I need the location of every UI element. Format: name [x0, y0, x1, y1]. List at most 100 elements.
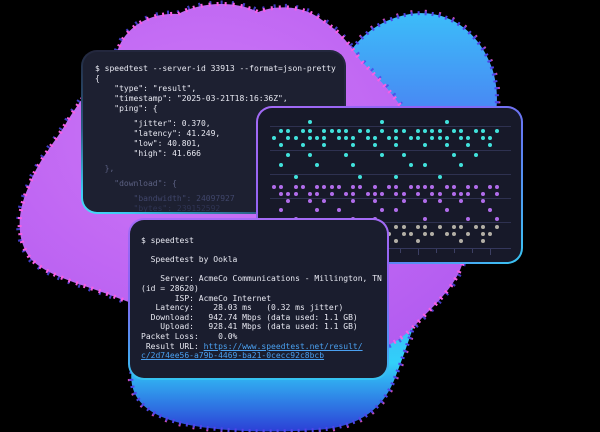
series-cyan-dot: [279, 143, 284, 147]
series-cyan-dot: [408, 136, 413, 140]
terminal-line-text: "ping": {: [95, 104, 158, 113]
series-purple-dot: [358, 185, 363, 189]
chart-gridline: [270, 198, 511, 199]
series-purple-dot: [437, 199, 442, 203]
series-gray-dot: [416, 225, 420, 229]
series-purple-dot: [466, 192, 471, 196]
series-cyan-dot: [394, 175, 399, 179]
series-cyan-dot: [495, 129, 500, 133]
series-cyan-dot: [308, 136, 312, 140]
result-url-link[interactable]: c/2d74ee56-a79b-4469-ba21-0cecc92c8bcb: [141, 351, 325, 361]
series-gray-dot: [423, 232, 428, 236]
series-cyan-dot: [322, 129, 327, 133]
series-gray-dot: [495, 225, 500, 229]
series-gray-dot: [401, 225, 406, 229]
terminal-line: ISP: AcmeCo Internet: [141, 294, 379, 304]
terminal-line-text: "latency": 41.249,: [95, 129, 221, 138]
terminal-line: "timestamp": "2025-03-21T18:16:36Z",: [95, 94, 334, 104]
series-cyan-dot: [416, 129, 420, 133]
series-gray-dot: [430, 232, 435, 236]
series-cyan-dot: [358, 129, 363, 133]
terminal-line: "ping": {: [95, 104, 334, 114]
series-purple-dot: [372, 185, 377, 189]
series-gray-dot: [394, 225, 399, 229]
terminal-line: "bytes": 239152592: [95, 204, 334, 212]
series-purple-dot: [372, 192, 377, 196]
series-cyan-dot: [365, 136, 370, 140]
series-gray-dot: [444, 232, 449, 236]
series-purple-dot: [351, 185, 356, 189]
result-url-link[interactable]: https://www.speedtest.net/result/: [203, 341, 363, 351]
series-purple-dot: [315, 192, 320, 196]
series-purple-dot: [480, 192, 485, 196]
terminal-line-text: ISP: AcmeCo Internet: [141, 293, 272, 303]
series-cyan-dot: [272, 136, 276, 140]
series-gray-dot: [394, 239, 399, 243]
terminal-window-speedtest: $ speedtest Speedtest by Ookla Server: A…: [128, 218, 389, 380]
series-purple-dot: [452, 192, 456, 196]
series-gray-dot: [408, 232, 413, 236]
terminal-line-text: Packet Loss: 0.0%: [141, 331, 238, 341]
series-purple-dot: [423, 185, 428, 189]
series-cyan-dot: [437, 136, 442, 140]
series-purple-dot: [336, 185, 341, 189]
series-purple-dot: [293, 185, 298, 189]
series-purple-dot: [329, 192, 334, 196]
terminal-line: [141, 265, 379, 275]
terminal-line: "download": {: [95, 179, 334, 189]
series-cyan-dot: [459, 136, 464, 140]
terminal-line: Result URL: https://www.speedtest.net/re…: [141, 342, 379, 352]
series-cyan-dot: [380, 120, 384, 124]
series-gray-dot: [480, 225, 485, 229]
chart-gridline: [270, 126, 511, 127]
series-cyan-dot: [279, 163, 284, 167]
series-purple-dot: [387, 185, 392, 189]
series-cyan-dot: [452, 129, 456, 133]
series-cyan-dot: [329, 129, 334, 133]
series-purple-dot: [308, 192, 312, 196]
series-cyan-dot: [300, 143, 305, 147]
series-purple-dot: [466, 217, 471, 221]
terminal-line: {: [95, 74, 334, 84]
series-purple-dot: [444, 208, 449, 212]
series-gray-dot: [473, 225, 478, 229]
terminal-line: "low": 40.801,: [95, 139, 334, 149]
series-cyan-dot: [351, 163, 356, 167]
terminal-line-text: {: [95, 74, 100, 83]
series-purple-dot: [293, 192, 298, 196]
series-purple-dot: [286, 192, 291, 196]
series-cyan-dot: [344, 136, 348, 140]
series-purple-dot: [488, 185, 492, 189]
series-cyan-dot: [423, 129, 428, 133]
series-purple-dot: [473, 185, 478, 189]
series-purple-dot: [430, 192, 435, 196]
series-purple-dot: [444, 185, 449, 189]
series-cyan-dot: [322, 143, 327, 147]
series-purple-dot: [315, 208, 320, 212]
series-cyan-dot: [437, 129, 442, 133]
series-purple-dot: [365, 192, 370, 196]
series-purple-dot: [401, 192, 406, 196]
series-cyan-dot: [372, 143, 377, 147]
terminal-line: "high": 41.666: [95, 149, 334, 159]
series-gray-dot: [387, 232, 392, 236]
series-purple-dot: [286, 199, 291, 203]
series-purple-dot: [279, 185, 284, 189]
terminal-line: $ speedtest: [141, 236, 379, 246]
series-cyan-dot: [437, 175, 442, 179]
terminal-line: "latency": 41.249,: [95, 129, 334, 139]
chart-axis-tick: [418, 249, 419, 255]
terminal-line-text: Result URL:: [141, 341, 204, 351]
series-purple-dot: [308, 199, 312, 203]
series-purple-dot: [423, 199, 428, 203]
terminal-line: Speedtest by Ookla: [141, 255, 379, 265]
series-gray-dot: [459, 225, 464, 229]
chart-gridline: [270, 222, 511, 223]
series-purple-dot: [408, 185, 413, 189]
series-purple-dot: [437, 192, 442, 196]
series-cyan-dot: [416, 136, 420, 140]
terminal-line-text: Speedtest by Ookla: [141, 255, 238, 265]
series-cyan-dot: [401, 129, 406, 133]
series-purple-dot: [279, 208, 284, 212]
